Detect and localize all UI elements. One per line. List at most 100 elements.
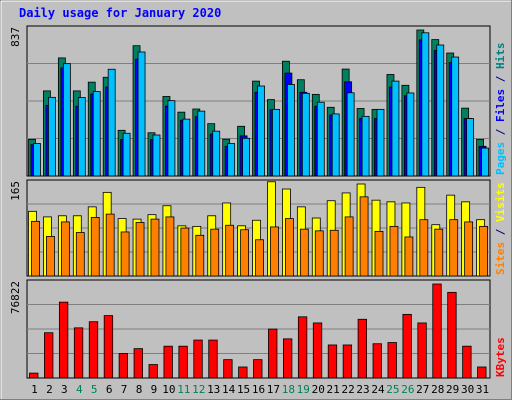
legend-part-1: /: [494, 222, 507, 242]
bar-sites-day-10: [165, 216, 175, 277]
bar-sites-day-24: [374, 230, 384, 277]
bar-sites-day-22: [344, 216, 354, 277]
bar-kbytes-day-29: [447, 291, 457, 379]
bar-pages-day-11: [182, 118, 191, 177]
panel-visits-sites: 165 Sites / Visits: [9, 179, 507, 277]
bar-pages-day-31: [481, 147, 489, 177]
bar-kbytes-day-18: [283, 338, 293, 379]
bar-pages-day-10: [167, 100, 176, 177]
bar-sites-day-16: [255, 239, 264, 277]
bar-pages-day-26: [406, 92, 415, 177]
x-tick-label-day-10: 10: [162, 383, 175, 396]
bar-kbytes-day-4: [73, 327, 84, 379]
bar-kbytes-day-22: [342, 344, 353, 379]
bar-kbytes-day-24: [372, 343, 382, 379]
bar-sites-day-31: [479, 225, 488, 277]
x-tick-label-day-18: 18: [282, 383, 295, 396]
legend-label: Pages / Files / Hits: [494, 43, 507, 176]
bar-pages-day-15: [242, 137, 250, 177]
bar-kbytes-day-14: [223, 359, 233, 379]
bar-pages-day-1: [33, 143, 41, 177]
y-max-label: 165: [9, 181, 22, 201]
bar-pages-day-13: [212, 130, 221, 177]
legend-label: Sites / Visits: [494, 182, 507, 275]
bar-pages-day-4: [77, 97, 86, 177]
bar-pages-day-9: [152, 134, 161, 177]
bar-sites-day-7: [120, 231, 130, 277]
x-tick-label-day-22: 22: [341, 383, 354, 396]
x-tick-label-day-1: 1: [31, 383, 38, 396]
bar-kbytes-day-15: [238, 366, 248, 379]
bar-sites-day-1: [31, 220, 40, 277]
bar-pages-day-24: [376, 108, 385, 177]
bar-kbytes-day-25: [387, 342, 397, 379]
bar-sites-day-30: [464, 221, 474, 277]
chart-title: Daily usage for January 2020: [19, 6, 222, 20]
bar-pages-day-23: [361, 115, 370, 177]
bar-kbytes-day-12: [193, 339, 203, 379]
bar-kbytes-day-10: [163, 345, 173, 379]
legend-part-2: Visits: [494, 182, 507, 222]
bar-kbytes-day-3: [58, 301, 69, 379]
bar-kbytes-day-21: [327, 344, 338, 379]
panel-hits-files-pages: 837 Pages / Files / Hits: [9, 25, 507, 177]
legend-part-1: /: [494, 122, 507, 142]
bar-kbytes-day-26: [402, 313, 412, 379]
y-max-label: 837: [9, 27, 22, 47]
x-tick-label-day-26: 26: [401, 383, 414, 396]
x-tick-label-day-2: 2: [46, 383, 53, 396]
bar-kbytes-day-1: [29, 372, 39, 379]
x-tick-label-day-19: 19: [297, 383, 310, 396]
bar-sites-day-17: [270, 226, 279, 277]
bar-sites-day-23: [359, 196, 369, 277]
bar-sites-day-3: [60, 221, 70, 277]
x-tick-label-day-20: 20: [312, 383, 325, 396]
bar-sites-day-9: [150, 218, 160, 277]
bar-pages-day-6: [107, 68, 116, 177]
bar-kbytes-day-5: [88, 321, 99, 379]
bar-sites-day-26: [404, 236, 414, 277]
bar-sites-day-29: [449, 219, 459, 277]
bar-sites-day-21: [329, 229, 339, 277]
legend-part-0: Pages: [494, 142, 507, 175]
bar-pages-day-27: [421, 32, 430, 177]
bar-sites-day-25: [389, 225, 399, 277]
x-tick-label-day-13: 13: [207, 383, 220, 396]
legend-part-2: Files: [494, 89, 507, 122]
bar-pages-day-3: [62, 63, 71, 177]
legend-part-0: KBytes: [494, 337, 507, 377]
bar-kbytes-day-7: [118, 353, 129, 379]
bar-pages-day-17: [272, 108, 280, 177]
x-tick-label-day-16: 16: [252, 383, 265, 396]
bar-kbytes-day-16: [253, 359, 263, 379]
x-tick-label-day-23: 23: [356, 383, 369, 396]
bar-sites-day-18: [285, 218, 294, 277]
x-tick-label-day-9: 9: [151, 383, 158, 396]
bar-sites-day-13: [210, 228, 220, 277]
bar-sites-day-27: [419, 219, 429, 277]
bar-pages-day-19: [301, 92, 310, 177]
x-tick-label-day-4: 4: [76, 383, 83, 396]
legend-part-4: Hits: [494, 43, 507, 70]
bar-kbytes-day-23: [357, 318, 367, 379]
bar-sites-day-2: [46, 236, 55, 277]
bar-sites-day-19: [299, 228, 309, 277]
bar-kbytes-day-17: [268, 328, 278, 379]
bar-kbytes-day-13: [208, 339, 218, 379]
panel-kbytes: 76822 KBytes: [9, 279, 507, 379]
bar-pages-day-7: [122, 132, 131, 177]
bar-kbytes-day-27: [417, 322, 427, 379]
x-tick-label-day-12: 12: [192, 383, 205, 396]
bar-sites-day-12: [195, 234, 205, 277]
x-tick-label-day-15: 15: [237, 383, 250, 396]
bar-pages-day-12: [197, 110, 206, 177]
legend-label: KBytes: [494, 337, 507, 377]
bar-sites-day-11: [180, 227, 190, 277]
bar-pages-day-5: [92, 91, 101, 177]
x-tick-label-day-21: 21: [327, 383, 340, 396]
bar-pages-day-2: [48, 96, 56, 177]
bar-kbytes-day-11: [178, 345, 188, 379]
bar-pages-day-25: [391, 80, 400, 177]
bar-kbytes-day-19: [297, 316, 308, 379]
